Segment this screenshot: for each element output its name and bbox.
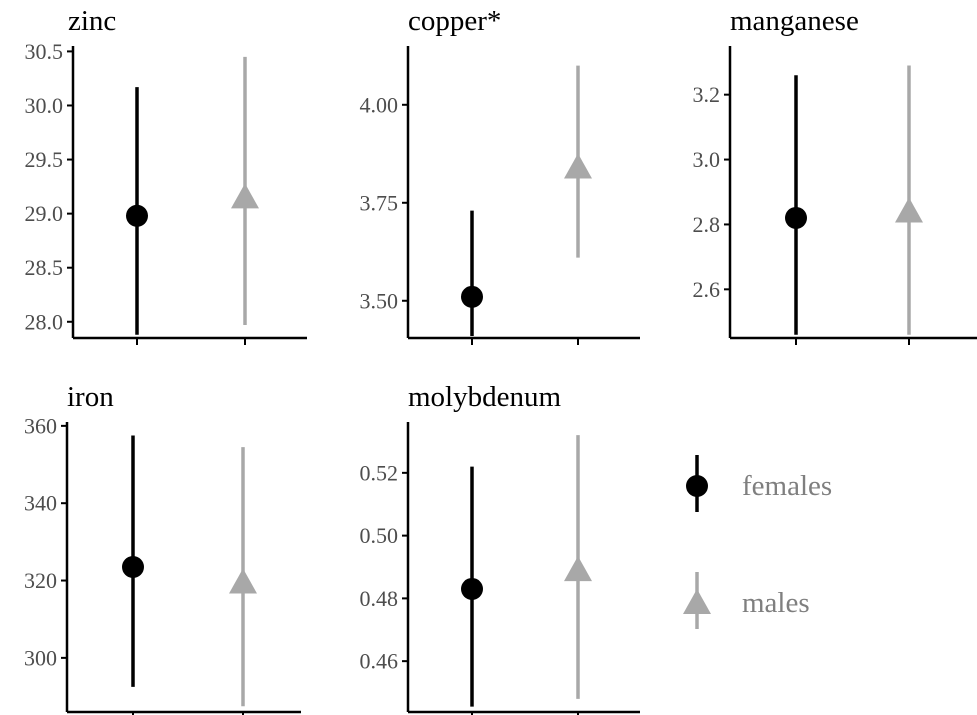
y-tick-label: 3.50 xyxy=(360,288,399,313)
point-males xyxy=(895,197,923,223)
panel-manganese: manganese 2.6 2.8 3.0 3.2 xyxy=(693,5,977,345)
panel-iron: iron 300 320 340 360 xyxy=(24,381,301,715)
y-tick-label: 3.2 xyxy=(693,82,721,107)
y-tick-label: 0.48 xyxy=(360,586,399,611)
point-females xyxy=(122,556,144,578)
y-tick-label: 30.5 xyxy=(25,39,64,64)
y-tick-label: 28.5 xyxy=(25,255,64,280)
point-males xyxy=(564,556,592,582)
y-tick-label: 0.52 xyxy=(360,460,399,485)
legend-entry-males: males xyxy=(683,572,810,629)
point-males xyxy=(564,153,592,179)
legend-label: males xyxy=(742,587,810,619)
panel-title: copper* xyxy=(408,5,501,37)
point-females xyxy=(126,204,148,227)
y-tick-label: 3.75 xyxy=(360,190,399,215)
panel-title: manganese xyxy=(730,5,859,37)
y-tick-label: 2.8 xyxy=(693,212,721,237)
panel-zinc: zinc 28.0 28.5 29.0 29.5 30.0 30.5 xyxy=(25,5,307,345)
y-tick-label: 300 xyxy=(24,645,57,670)
legend-key-circle xyxy=(686,475,708,497)
legend: females males xyxy=(683,455,832,629)
y-tick-label: 0.46 xyxy=(360,649,399,674)
legend-key-triangle xyxy=(683,589,711,614)
y-tick-label: 28.0 xyxy=(25,309,64,334)
y-tick-label: 3.0 xyxy=(693,147,721,172)
y-tick-label: 30.0 xyxy=(25,93,64,118)
point-males xyxy=(229,568,257,594)
y-tick-label: 340 xyxy=(24,491,57,516)
point-males xyxy=(231,183,259,209)
y-tick-label: 360 xyxy=(24,413,57,438)
y-tick-label: 320 xyxy=(24,568,57,593)
point-females xyxy=(461,285,483,308)
panel-copper: copper* 3.50 3.75 4.00 xyxy=(360,5,640,345)
panel-title: molybdenum xyxy=(408,381,561,413)
y-tick-label: 4.00 xyxy=(360,92,399,117)
panel-title: iron xyxy=(67,381,114,413)
y-tick-label: 0.50 xyxy=(360,523,399,548)
point-females xyxy=(461,577,483,600)
legend-entry-females: females xyxy=(686,455,832,512)
legend-label: females xyxy=(742,470,832,502)
panel-molybdenum: molybdenum 0.46 0.48 0.50 0.52 xyxy=(360,381,640,715)
panel-title: zinc xyxy=(68,5,116,37)
point-females xyxy=(785,206,807,229)
y-tick-label: 29.0 xyxy=(25,201,64,226)
y-tick-label: 29.5 xyxy=(25,147,64,172)
y-tick-label: 2.6 xyxy=(693,277,721,302)
